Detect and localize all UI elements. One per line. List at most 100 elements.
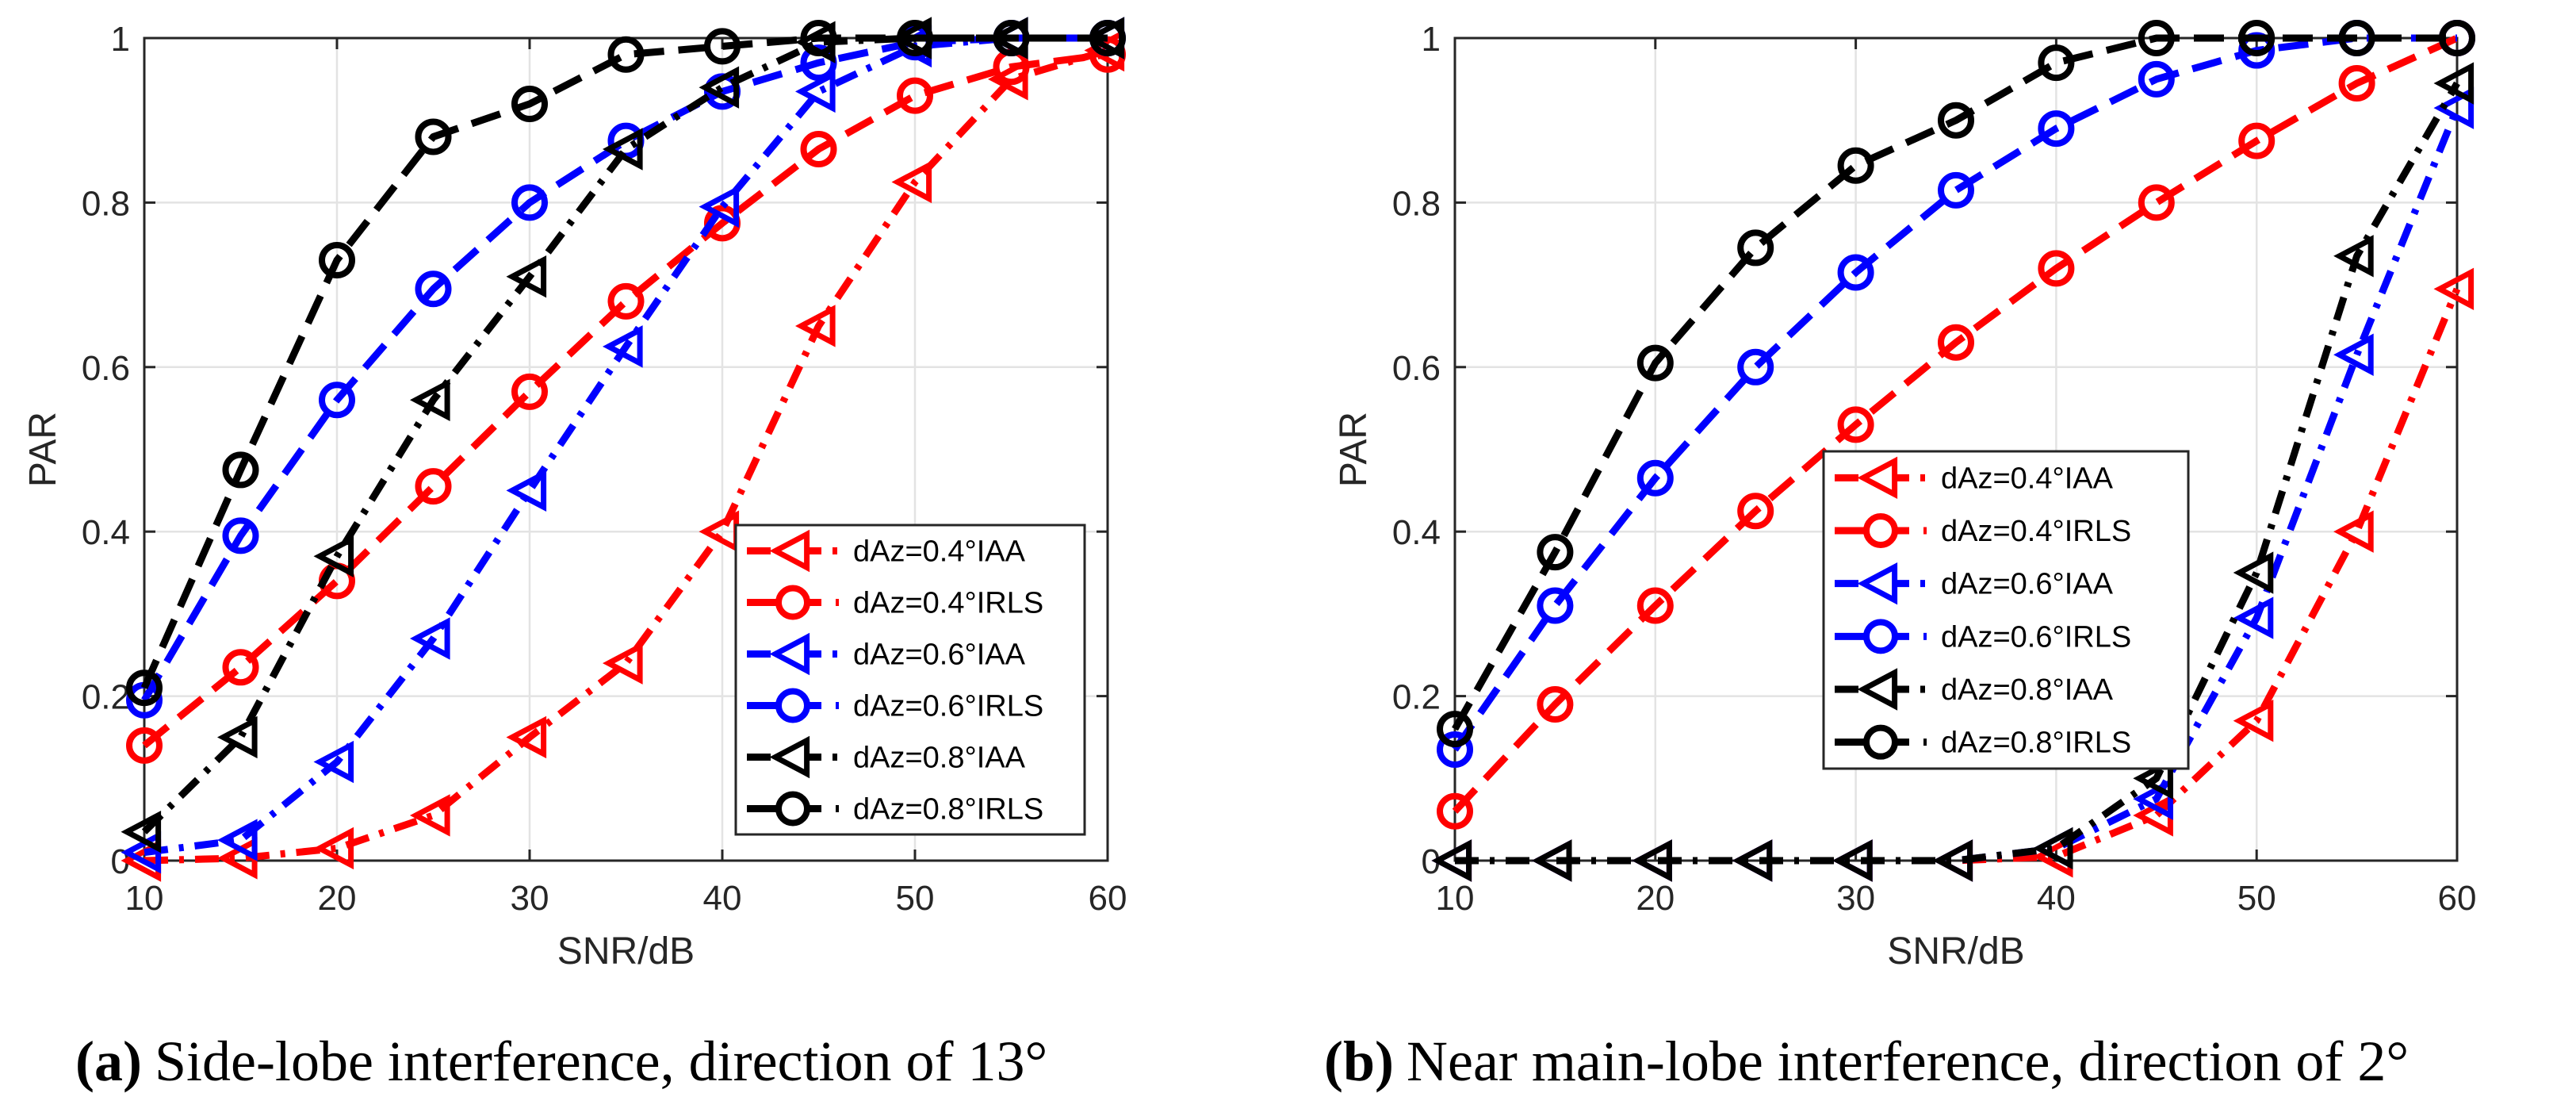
caption-b-label: (b) <box>1324 1030 1394 1093</box>
data-point <box>1437 731 1473 769</box>
x-tick-label: 40 <box>2037 879 2076 918</box>
data-point <box>2238 20 2276 56</box>
legend-swatch-marker <box>769 735 810 779</box>
data-point <box>699 185 740 228</box>
data-point <box>607 36 645 73</box>
x-tick-label: 60 <box>1089 879 1127 918</box>
series-line <box>1455 81 2460 865</box>
data-point <box>2338 20 2375 56</box>
legend-swatch-marker <box>1857 562 1898 605</box>
data-point <box>2333 510 2374 553</box>
data-point <box>2038 110 2075 148</box>
data-point <box>410 617 450 660</box>
data-point <box>2233 551 2274 594</box>
data-point <box>2038 44 2075 82</box>
data-point <box>1938 324 1974 361</box>
data-point <box>897 20 933 56</box>
legend-box <box>1822 450 2190 770</box>
data-point <box>2133 777 2173 820</box>
data-point <box>607 282 645 320</box>
series-line <box>140 34 1108 690</box>
legend-entry-label: dAz=0.6°IAA <box>1941 568 2114 601</box>
data-point <box>704 28 741 65</box>
data-point <box>2433 267 2475 310</box>
data-point <box>511 85 548 122</box>
y-axis-label: PAR <box>22 412 64 487</box>
x-tick-label: 50 <box>2237 879 2276 918</box>
legend-entry-label: dAz=0.4°IRLS <box>1941 515 2131 548</box>
series-line <box>144 47 1109 865</box>
data-point <box>603 325 643 368</box>
data-point <box>126 727 163 764</box>
panel-a: 10 20 30 40 50 6000.20.40.60.81SNR/dBPARdAz=0… <box>22 17 1127 972</box>
data-point <box>319 241 355 278</box>
data-point <box>1837 406 1874 443</box>
data-point <box>410 794 450 837</box>
data-point <box>222 649 259 686</box>
data-point <box>511 373 548 410</box>
y-tick-label: 0.6 <box>82 349 130 388</box>
legend-swatch-marker <box>769 632 810 676</box>
legend-swatch-marker <box>775 791 810 827</box>
series-5 <box>1437 20 2475 748</box>
y-tick-label: 0.8 <box>1392 184 1441 223</box>
legend-swatch-marker <box>775 688 810 723</box>
legend-swatch-marker <box>769 529 810 573</box>
data-point <box>2133 757 2173 800</box>
data-point <box>2038 250 2075 287</box>
legend-swatch-marker <box>1863 724 1898 760</box>
legend-entry-label: dAz=0.8°IAA <box>853 742 1026 775</box>
legend-entry-label: dAz=0.6°IAA <box>853 639 1026 672</box>
data-point <box>313 827 354 870</box>
data-point <box>1437 711 1473 748</box>
data-point <box>1737 493 1774 530</box>
data-point <box>2338 65 2375 102</box>
series-1 <box>126 36 1126 764</box>
x-tick-label: 50 <box>896 879 935 918</box>
grid <box>143 36 1109 862</box>
x-tick-label: 30 <box>1836 879 1875 918</box>
data-point <box>2433 86 2475 129</box>
data-point <box>1431 839 1472 882</box>
data-point <box>410 378 450 421</box>
legend: dAz=0.4°IAA dAz=0.4°IRLS dAz=0.6°IAA dAz=0.… <box>1822 450 2190 770</box>
legend-entry-label: dAz=0.8°IRLS <box>1941 727 2131 760</box>
data-point <box>313 740 354 784</box>
data-point <box>2233 596 2274 639</box>
data-point <box>1437 792 1473 830</box>
data-point <box>795 305 836 347</box>
legend-swatch-marker <box>1863 619 1898 654</box>
data-point <box>699 66 740 109</box>
legend-entry-label: dAz=0.4°IAA <box>853 535 1026 569</box>
data-point <box>2333 333 2374 376</box>
y-tick-label: 0.4 <box>1392 513 1441 552</box>
data-point <box>1537 685 1574 723</box>
series-1 <box>1437 20 2475 830</box>
data-point <box>506 255 547 298</box>
caption-a-text: Side-lobe interference, direction of 13° <box>155 1030 1047 1093</box>
series-line <box>1452 34 2459 814</box>
legend-swatch-marker <box>1863 513 1898 548</box>
data-point <box>415 270 452 308</box>
data-point <box>1932 839 1973 882</box>
data-point <box>506 469 547 512</box>
data-point <box>126 669 163 707</box>
data-point <box>1636 459 1674 497</box>
series-line <box>1452 34 2457 752</box>
data-point <box>2138 20 2175 56</box>
legend-box <box>734 524 1086 836</box>
data-point <box>603 128 643 171</box>
data-point <box>1737 229 1774 267</box>
x-tick-label: 60 <box>2438 879 2477 918</box>
legend-entry-label: dAz=0.8°IAA <box>1941 673 2114 707</box>
data-point <box>800 20 837 56</box>
data-point <box>1636 587 1674 624</box>
legend-entry-label: dAz=0.8°IRLS <box>853 793 1043 827</box>
axes-box <box>1453 36 2459 862</box>
y-tick-label: 1 <box>1422 20 1441 59</box>
series-line <box>1452 34 2457 731</box>
data-point <box>506 715 547 759</box>
data-point <box>1531 839 1572 882</box>
